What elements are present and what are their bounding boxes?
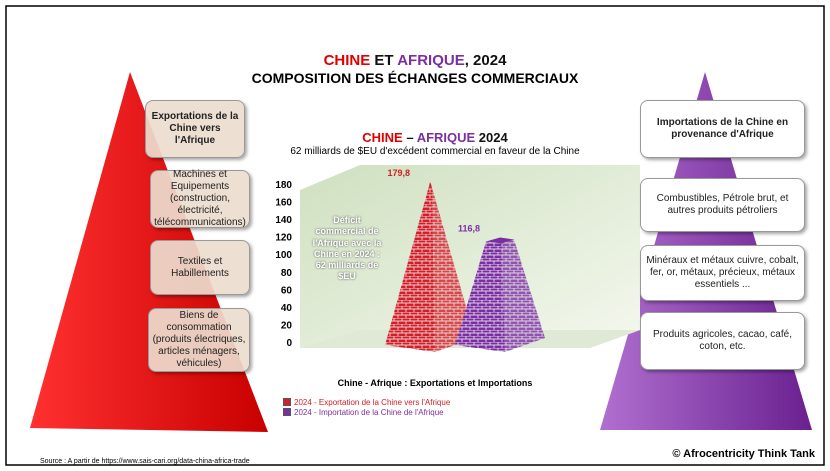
legend-item: 2024 - Exportation de la Chine vers l'Af…	[283, 397, 450, 407]
title-part: CHINE	[323, 52, 371, 69]
title-part: , 2024	[464, 52, 507, 69]
title: CHINE ET AFRIQUE, 2024	[0, 52, 830, 69]
y-tick-label: 180	[275, 180, 292, 191]
right-panel-title: Importations de la Chine en provenance d…	[640, 100, 805, 158]
right-panel-item: Produits agricoles, cacao, café, coton, …	[640, 312, 805, 370]
pyramid-face	[385, 186, 435, 352]
pyramid	[385, 182, 475, 352]
pyramid	[455, 237, 545, 352]
title-part: AFRIQUE	[416, 130, 476, 145]
left-panel-item: Machines et Equipements (construction, é…	[150, 169, 250, 228]
source: Source : A partir de https://www.sais-ca…	[40, 458, 250, 465]
chart-wall	[300, 165, 640, 348]
legend-swatch	[283, 408, 291, 416]
value-label: 179,8	[387, 168, 410, 178]
pyramid-face	[502, 239, 545, 352]
frame	[5, 5, 825, 466]
y-tick-label: 40	[281, 303, 293, 314]
title-part: 2024	[475, 130, 508, 145]
title-part: ET	[370, 52, 398, 69]
legend: 2024 - Exportation de la Chine vers l'Af…	[283, 397, 450, 417]
y-tick-label: 100	[275, 250, 292, 261]
y-tick-label: 140	[275, 215, 292, 226]
value-label: 116,8	[458, 223, 480, 233]
x-axis-label: Chine - Afrique : Exportations et Import…	[337, 378, 533, 388]
title-part: CHINE	[362, 130, 403, 145]
y-tick-label: 80	[281, 268, 293, 279]
plot: 0 20 40 60 80 100 120 140 160 180 179,8 116,8	[275, 168, 545, 352]
pyramid-top	[429, 182, 432, 189]
annotation: Déficit commercial de l'Afrique avec la …	[312, 215, 382, 282]
right-panel-item: Combustibles, Pétrole brut, et autres pr…	[640, 178, 805, 232]
legend-swatch	[283, 398, 291, 406]
y-tick-label: 60	[281, 285, 293, 296]
credit: © Afrocentricity Think Tank	[672, 448, 815, 460]
left-panel-title: Exportations de la Chine vers l'Afrique	[145, 100, 245, 158]
subtitle: COMPOSITION DES ÉCHANGES COMMERCIAUX	[251, 70, 579, 86]
pyramid-top	[486, 237, 514, 244]
y-tick-label: 120	[275, 233, 292, 244]
pyramid-face	[455, 241, 505, 352]
chart-title: CHINE – AFRIQUE 2024	[280, 130, 590, 145]
left-panel-item: Biens de consommation (produits électriq…	[148, 308, 250, 372]
legend-label: 2024 - Exportation de la Chine vers l'Af…	[294, 397, 451, 407]
title-part: –	[402, 130, 417, 145]
chart-subtitle: 62 milliards de $EU d'excédent commercia…	[290, 146, 580, 157]
left-panel-item: Textiles et Habillements	[150, 240, 250, 295]
title-part: AFRIQUE	[397, 52, 465, 69]
y-tick-label: 20	[281, 320, 293, 331]
legend-item: 2024 - Importation de la Chine de l'Afri…	[283, 407, 450, 417]
legend-label: 2024 - Importation de la Chine de l'Afri…	[294, 407, 444, 417]
y-tick-label: 160	[275, 198, 292, 209]
right-panel-item: Minéraux et métaux cuivre, cobalt, fer, …	[640, 245, 805, 301]
pyramid-face	[431, 184, 475, 352]
y-tick-label: 0	[286, 338, 292, 349]
